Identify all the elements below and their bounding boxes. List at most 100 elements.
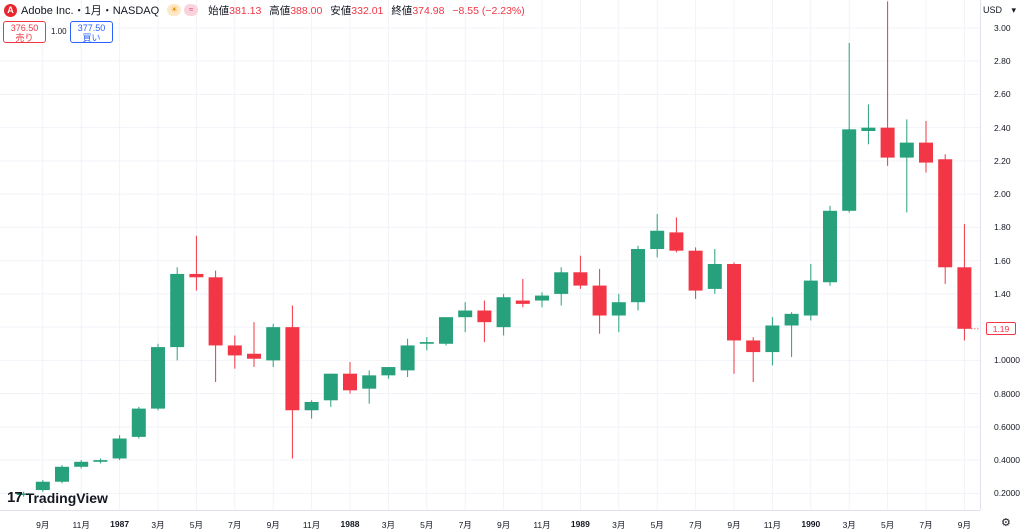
- time-axis[interactable]: 9月 11月 1987 3月 5月 7月 9月 11月 1988 3月 5月 7月 9月 11月 1989 3…: [0, 510, 980, 530]
- price-axis[interactable]: 0.20000.40000.60000.80001.00001.201.401.…: [980, 0, 1024, 510]
- candle: [16, 491, 31, 497]
- x-tick-label: 7月: [228, 520, 242, 530]
- candle-body: [611, 302, 626, 316]
- candle-body: [784, 313, 799, 326]
- candle-body: [93, 460, 108, 462]
- candle-body: [323, 373, 338, 401]
- x-tick-label: 11月: [763, 520, 782, 530]
- wave-icon[interactable]: ≈: [184, 4, 199, 16]
- symbol-title[interactable]: Adobe Inc.・1月・NASDAQ: [21, 5, 160, 17]
- tradingview-logo: 17 TradingView: [7, 489, 108, 506]
- candle-body: [439, 317, 453, 344]
- candle: [861, 104, 876, 145]
- buy-price: 377.50: [77, 23, 106, 33]
- candle: [419, 337, 434, 351]
- candle-body: [285, 327, 300, 411]
- candle: [573, 255, 588, 289]
- candle: [189, 235, 204, 291]
- close-label: 終値: [391, 4, 413, 17]
- candle-body: [803, 280, 818, 316]
- candle: [784, 312, 799, 358]
- candle: [746, 337, 761, 383]
- candle-body: [16, 493, 31, 496]
- y-tick-label: 2.60: [994, 89, 1011, 100]
- close-value: 374.98: [412, 4, 445, 17]
- horizontal-gridlines: [0, 27, 980, 494]
- gear-icon[interactable]: ⚙: [1001, 517, 1011, 529]
- candle: [803, 263, 818, 321]
- candle-body: [458, 310, 473, 318]
- high-label: 高値: [269, 4, 291, 17]
- x-tick-label: 3月: [381, 520, 396, 530]
- candle-body: [765, 325, 780, 353]
- low-value: 332.01: [351, 4, 384, 17]
- candle: [93, 458, 108, 464]
- y-tick-label: 0.4000: [994, 455, 1020, 466]
- candle: [554, 267, 569, 306]
- candle: [496, 293, 511, 336]
- candle-body: [35, 481, 50, 491]
- candle: [439, 317, 453, 346]
- candle-body: [823, 210, 837, 283]
- candle-body: [573, 272, 588, 286]
- candle-body: [55, 466, 69, 482]
- candle-body: [208, 277, 223, 346]
- candle-body: [727, 263, 741, 341]
- candle: [765, 317, 780, 366]
- sun-icon[interactable]: ☀: [167, 4, 182, 16]
- y-tick-label: 0.2000: [994, 488, 1020, 499]
- candle-body: [381, 367, 396, 376]
- open-label: 始値: [208, 4, 230, 17]
- x-tick-label: 1988: [340, 519, 360, 529]
- chart-header: A Adobe Inc.・1月・NASDAQ ☀ ≈ 始値381.13 高値38…: [0, 0, 980, 20]
- candle: [880, 1, 895, 166]
- candle-body: [74, 461, 89, 467]
- candle: [477, 300, 492, 343]
- candle: [957, 224, 972, 341]
- candle: [35, 480, 50, 492]
- candle-body: [688, 250, 703, 291]
- candle: [842, 42, 857, 213]
- candle: [823, 205, 837, 286]
- candle-body: [515, 300, 530, 304]
- candle: [323, 373, 338, 407]
- x-tick-label: 9月: [36, 520, 50, 530]
- vertical-gridlines: [42, 0, 965, 510]
- y-tick-label: 1.80: [994, 222, 1011, 233]
- x-tick-label: 3月: [612, 520, 626, 530]
- candlestick-chart[interactable]: [0, 0, 980, 510]
- candle-body: [112, 438, 127, 459]
- y-tick-label: 1.40: [994, 288, 1011, 299]
- candle: [74, 460, 89, 469]
- high-value: 388.00: [290, 4, 323, 17]
- candle-body: [554, 272, 569, 294]
- candle: [151, 343, 165, 411]
- candle: [669, 217, 684, 253]
- candle-body: [266, 327, 281, 361]
- y-tick-label: 1.0000: [994, 355, 1020, 366]
- candle-body: [189, 273, 204, 278]
- sell-button[interactable]: 376.50 売り: [3, 21, 46, 43]
- tradingview-name: TradingView: [25, 489, 108, 506]
- candle: [400, 338, 415, 378]
- candle-body: [400, 345, 415, 371]
- candle: [362, 370, 377, 404]
- candle-body: [899, 142, 914, 158]
- spread-value: 1.00: [51, 27, 67, 36]
- x-tick-label: 11月: [533, 520, 551, 530]
- x-tick-label: 11月: [72, 520, 90, 530]
- x-tick-label: 5月: [420, 520, 434, 530]
- x-tick-label: 9月: [266, 520, 280, 530]
- y-tick-label: 2.40: [994, 122, 1011, 133]
- x-tick-label: 5月: [650, 520, 664, 530]
- y-tick-label: 2.20: [994, 155, 1011, 166]
- open-value: 381.13: [229, 4, 262, 17]
- y-tick-label: 0.8000: [994, 388, 1020, 399]
- currency-selector[interactable]: USD: [982, 5, 1002, 15]
- buy-button[interactable]: 377.50 買い: [70, 21, 113, 43]
- candle: [650, 214, 665, 258]
- candle-body: [861, 127, 876, 131]
- candle: [285, 305, 300, 459]
- chevron-down-icon[interactable]: ▾: [1011, 5, 1016, 15]
- tradingview-mark-icon: 17: [7, 489, 23, 506]
